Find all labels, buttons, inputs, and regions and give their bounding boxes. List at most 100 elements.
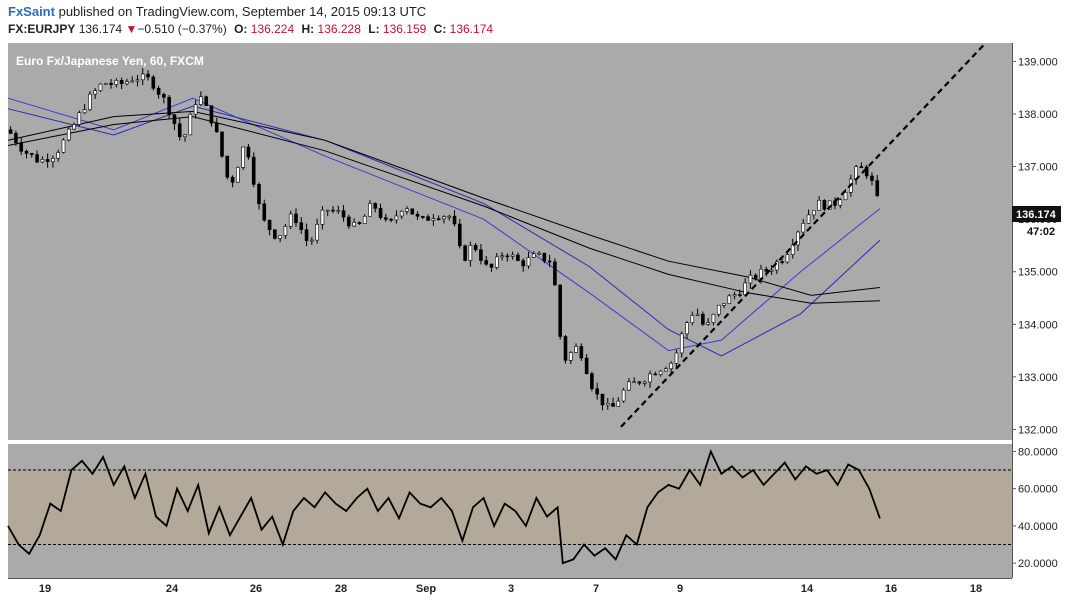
- author-link[interactable]: FxSaint: [8, 4, 55, 19]
- time-tick-label: 14: [801, 583, 814, 595]
- candle-body: [806, 214, 811, 224]
- price-tick-label: 139.000: [1018, 56, 1058, 68]
- candle-body: [362, 215, 367, 224]
- rsi-lines: [7, 448, 1012, 565]
- candle-body: [172, 114, 177, 125]
- countdown-label: 47:02: [1027, 226, 1055, 238]
- candle-body: [77, 112, 82, 125]
- candle-body: [790, 244, 795, 255]
- candle-body: [479, 249, 483, 261]
- candle-body: [45, 159, 50, 162]
- candle-body: [183, 134, 187, 138]
- candle-body: [156, 87, 161, 95]
- candle-body: [347, 216, 351, 227]
- time-tick-label: 28: [335, 583, 347, 595]
- candle-body: [188, 113, 193, 136]
- time-tick-label: 7: [593, 583, 599, 595]
- moving-averages: [7, 97, 881, 357]
- price-pane[interactable]: [8, 43, 1012, 440]
- candle-body: [421, 216, 425, 218]
- candle-body: [870, 175, 874, 181]
- candle-body: [679, 333, 684, 354]
- candle-body: [664, 368, 668, 372]
- time-tick-label: 26: [250, 583, 262, 595]
- candle-body: [537, 252, 541, 255]
- candle-body: [14, 133, 18, 144]
- candle-body: [738, 294, 742, 296]
- candle-body: [331, 209, 335, 212]
- candle-body: [167, 96, 171, 116]
- candle-body: [394, 215, 399, 221]
- candle-body: [88, 93, 92, 110]
- time-tick-label: 9: [677, 583, 683, 595]
- candle-body: [389, 218, 393, 221]
- candle-body: [278, 235, 282, 239]
- support-trendline[interactable]: [620, 42, 987, 428]
- candle-body: [352, 222, 356, 227]
- chart-title: Euro Fx/Japanese Yen, 60, FXCM: [16, 54, 204, 68]
- rsi-line: [7, 448, 881, 565]
- publish-line: FxSaint published on TradingView.com, Se…: [8, 4, 426, 19]
- candle-body: [642, 381, 647, 384]
- symbol-name[interactable]: FX:EURJPY: [8, 22, 76, 36]
- candle-body: [273, 229, 277, 239]
- candle-body: [162, 94, 166, 98]
- time-axis: 19 24 26 28 Sep 3 7 9 14 16 18: [39, 583, 982, 595]
- candle-body: [590, 373, 594, 389]
- candle-body: [199, 96, 203, 105]
- last-price-marker: [1012, 206, 1061, 222]
- candle-body: [753, 274, 758, 279]
- candle-body: [368, 203, 372, 217]
- last-price-label: 136.174: [1016, 209, 1057, 221]
- last-price: 136.174: [78, 22, 123, 36]
- candle-body: [595, 388, 599, 395]
- candlesticks: [8, 68, 880, 411]
- candle-body: [859, 166, 864, 168]
- candle-body: [8, 129, 13, 134]
- rsi-tick-label: 40.0000: [1018, 521, 1058, 533]
- moving-average-line-3: [7, 110, 880, 296]
- candle-body: [769, 269, 774, 272]
- candle-body: [658, 370, 663, 375]
- candle-body: [140, 73, 145, 81]
- candle-body: [743, 282, 747, 296]
- candle-body: [66, 128, 71, 141]
- candle-body: [35, 154, 39, 163]
- time-tick-label: 3: [508, 583, 514, 595]
- candle-body: [315, 224, 319, 241]
- candle-body: [405, 208, 409, 212]
- candle-body: [621, 389, 626, 402]
- price-tick-label: 134.000: [1018, 319, 1058, 331]
- trendline-group[interactable]: [620, 42, 987, 428]
- candle-body: [563, 336, 568, 361]
- candle-body: [431, 218, 436, 221]
- candle-body: [193, 104, 198, 115]
- candle-body: [510, 254, 515, 257]
- price-tick-label: 138.000: [1018, 109, 1058, 121]
- candle-body: [722, 303, 726, 306]
- indicator-axis: 80.0000 60.0000 40.0000 20.0000: [1012, 446, 1058, 570]
- candle-body: [764, 268, 769, 272]
- candle-body: [98, 83, 103, 91]
- candle-body: [288, 213, 293, 227]
- candle-body: [531, 253, 536, 258]
- candle-body: [669, 362, 673, 370]
- close-value: 136.174: [449, 22, 494, 36]
- candle-body: [716, 304, 721, 315]
- candle-body: [574, 346, 578, 353]
- candle-body: [225, 155, 230, 178]
- candle-body: [426, 216, 430, 221]
- candle-body: [500, 255, 504, 258]
- candle-body: [553, 261, 557, 286]
- price-chart[interactable]: 139.000138.000137.000136.000135.000134.0…: [0, 40, 1069, 605]
- time-tick-label: 18: [970, 583, 982, 595]
- candle-body: [341, 210, 346, 218]
- candle-body: [489, 263, 494, 268]
- candle-body: [521, 260, 526, 267]
- candle-body: [283, 225, 288, 236]
- candle-body: [19, 142, 24, 152]
- candle-body: [294, 213, 298, 224]
- candle-body: [812, 210, 816, 216]
- candle-body: [119, 80, 124, 85]
- open-value: 136.224: [250, 22, 295, 36]
